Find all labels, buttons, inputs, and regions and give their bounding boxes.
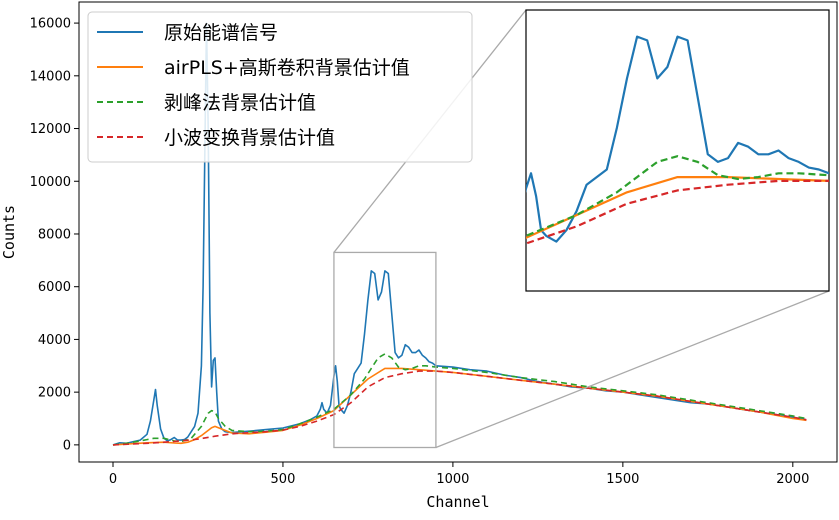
y-tick-label: 2000 <box>38 386 71 401</box>
y-tick-label: 12000 <box>30 122 71 137</box>
y-axis-ticks: 0 2000 4000 6000 8000 10000 12000 14000 16000 <box>30 17 79 453</box>
y-tick-label: 0 <box>63 438 71 453</box>
inset-series-line-2 <box>526 155 829 238</box>
x-tick-label: 2000 <box>776 472 809 487</box>
y-tick-label: 4000 <box>38 333 71 348</box>
zoom-connector-line <box>435 290 830 449</box>
y-tick-label: 8000 <box>38 227 71 242</box>
x-tick-label: 1000 <box>436 472 469 487</box>
y-axis-title: Counts <box>0 205 18 259</box>
legend-label: 小波变换背景估计值 <box>164 127 335 149</box>
y-tick-label: 14000 <box>30 69 71 84</box>
main-series-lines <box>112 22 807 446</box>
x-tick-label: 1500 <box>606 472 639 487</box>
zoom-source-box <box>333 251 437 449</box>
legend-label: 原始能谱信号 <box>164 22 278 44</box>
x-tick-label: 0 <box>109 472 117 487</box>
x-axis-ticks: 0 500 1000 1500 2000 <box>109 462 809 487</box>
series-line-2 <box>112 353 807 446</box>
y-tick-label: 16000 <box>30 17 71 32</box>
y-tick-label: 6000 <box>38 280 71 295</box>
inset-series-line-3 <box>526 179 829 245</box>
inset-frame <box>525 9 830 292</box>
y-tick-label: 10000 <box>30 175 71 190</box>
inset-series-lines <box>526 35 829 245</box>
legend-label: 剥峰法背景估计值 <box>164 92 316 114</box>
series-line-3 <box>112 370 807 446</box>
legend-label: airPLS+高斯卷积背景估计值 <box>164 57 410 79</box>
zoom-inset <box>525 9 830 292</box>
x-axis-title: Channel <box>426 493 489 511</box>
legend-box <box>87 11 473 163</box>
x-tick-label: 500 <box>271 472 296 487</box>
